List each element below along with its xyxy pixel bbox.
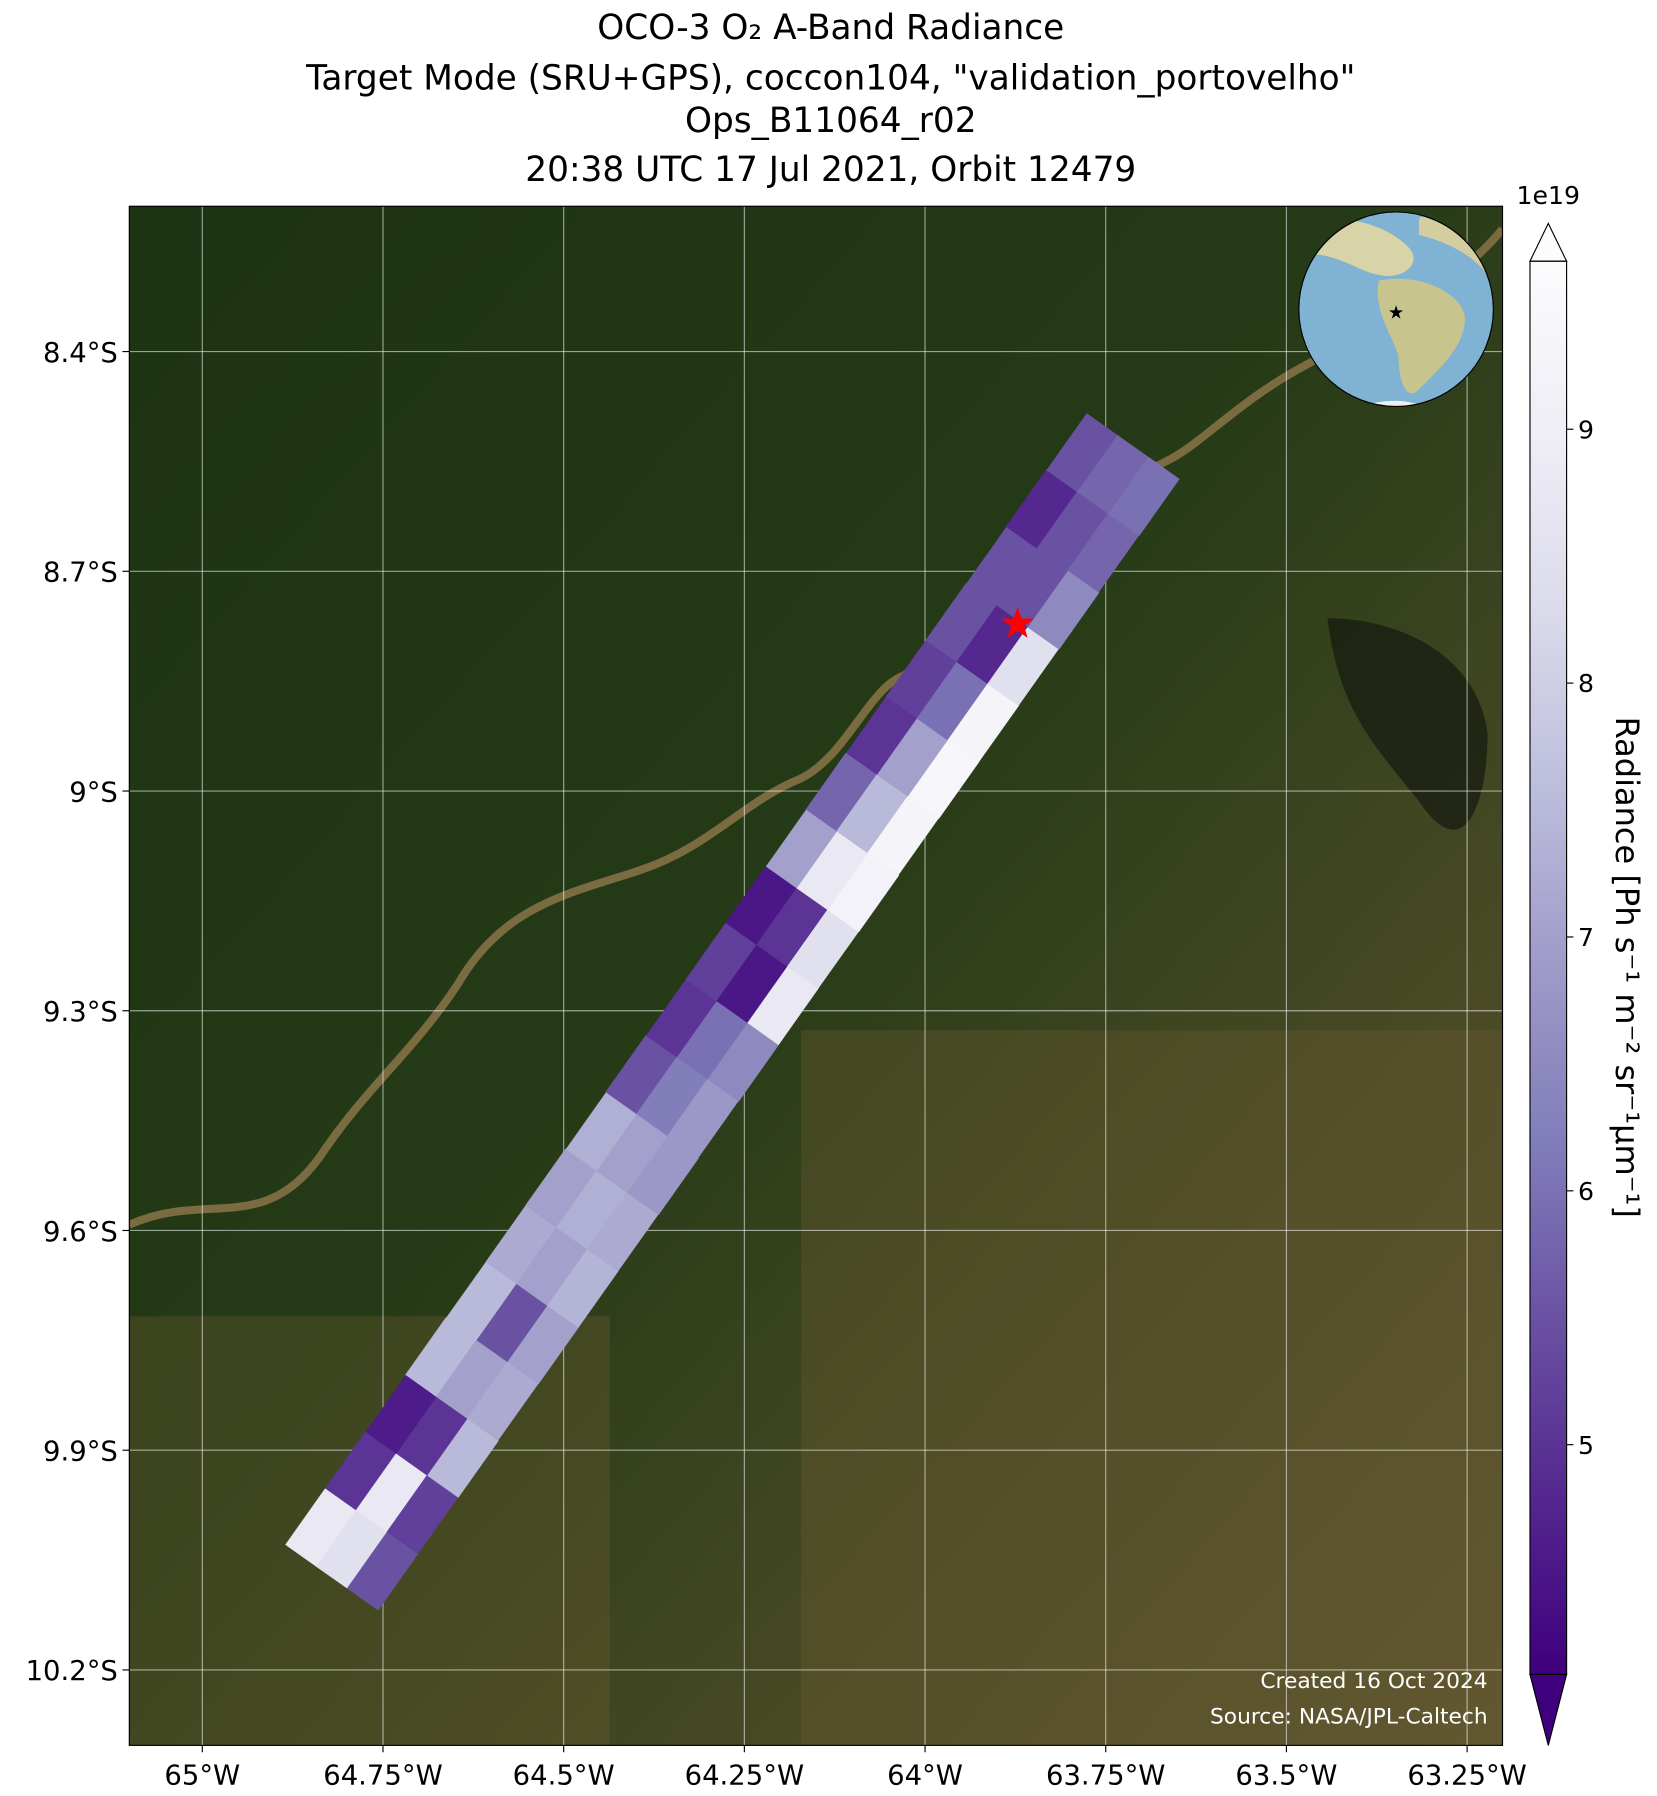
x-tick-label: 65°W bbox=[164, 1760, 240, 1791]
colorbar: 5 6 7 8 9 1e19 Radiance [Ph s⁻¹ m⁻² sr⁻¹μm⁻¹] bbox=[1517, 181, 1646, 1746]
swath-cell bbox=[1107, 456, 1180, 536]
title-line: OCO-3 O₂ A-Band Radiance bbox=[597, 8, 1064, 48]
y-tick-label: 9°S bbox=[69, 777, 118, 808]
y-tick-label: 8.4°S bbox=[43, 338, 118, 369]
colorbar-extend-top bbox=[1529, 222, 1568, 262]
globe-inset bbox=[1298, 211, 1494, 408]
x-tick-label: 64°W bbox=[887, 1760, 963, 1791]
y-tick-label: 10.2°S bbox=[26, 1656, 118, 1687]
credit: Source: NASA/JPL-Caltech bbox=[1210, 1705, 1488, 1730]
y-tick-label: 9.3°S bbox=[43, 997, 118, 1028]
title-line: 20:38 UTC 17 Jul 2021, Orbit 12479 bbox=[525, 150, 1136, 190]
colorbar-body bbox=[1529, 261, 1567, 1675]
swath bbox=[285, 413, 1180, 1611]
title-line: Target Mode (SRU+GPS), coccon104, "valid… bbox=[305, 59, 1355, 99]
x-tick-label: 63.5°W bbox=[1235, 1760, 1337, 1791]
x-tick-label: 63.25°W bbox=[1407, 1760, 1526, 1791]
colorbar-tick-label: 6 bbox=[1578, 1177, 1594, 1206]
y-tick-label: 9.6°S bbox=[43, 1217, 118, 1248]
x-tick-label: 64.25°W bbox=[685, 1760, 804, 1791]
colorbar-tick-label: 5 bbox=[1578, 1431, 1594, 1460]
target-marker bbox=[1001, 606, 1034, 638]
colorbar-tick-label: 8 bbox=[1578, 669, 1594, 698]
globe-target: ★ bbox=[1388, 302, 1404, 323]
colorbar-tick-label: 9 bbox=[1578, 415, 1594, 444]
plot-frame bbox=[128, 205, 1504, 1746]
x-tick-label: 64.5°W bbox=[513, 1760, 615, 1791]
x-tick-label: 63.75°W bbox=[1046, 1760, 1165, 1791]
colorbar-offset: 1e19 bbox=[1517, 181, 1581, 210]
y-tick-label: 8.7°S bbox=[43, 558, 118, 589]
colorbar-label: Radiance [Ph s⁻¹ m⁻² sr⁻¹μm⁻¹] bbox=[1608, 717, 1646, 1218]
y-tick-label: 9.9°S bbox=[43, 1437, 118, 1468]
credit: Created 16 Oct 2024 bbox=[1260, 1669, 1487, 1694]
title-line: Ops_B11064_r02 bbox=[685, 101, 977, 141]
colorbar-tick-label: 7 bbox=[1578, 923, 1594, 952]
x-tick-label: 64.75°W bbox=[323, 1760, 442, 1791]
colorbar-frame bbox=[1529, 260, 1568, 1676]
colorbar-extend-bottom bbox=[1529, 1673, 1568, 1746]
